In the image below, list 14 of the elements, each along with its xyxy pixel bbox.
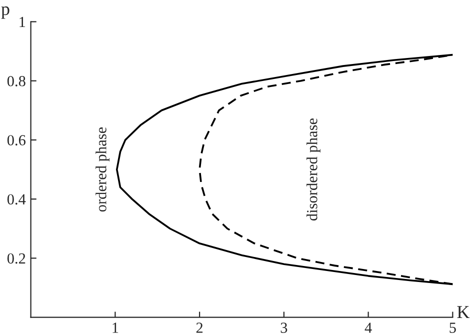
x-tick-label: 1 bbox=[112, 322, 118, 333]
y-tick-label: 0.6 bbox=[7, 135, 26, 146]
annotation: ordered phase bbox=[96, 127, 110, 212]
y-tick-label: 1 bbox=[20, 16, 26, 28]
x-tick-label: 2 bbox=[196, 322, 203, 333]
y-tick-label: 0.4 bbox=[7, 194, 26, 205]
y-axis-title: p bbox=[1, 6, 10, 19]
x-tick-label: 3 bbox=[280, 322, 288, 333]
y-tick-label: 0.2 bbox=[7, 253, 26, 264]
x-axis-title: K bbox=[457, 306, 470, 318]
x-tick-label: 5 bbox=[450, 322, 456, 333]
y-tick-label: 0.8 bbox=[7, 76, 26, 86]
annotation: disordered phase bbox=[306, 118, 320, 220]
x-tick-label: 4 bbox=[364, 322, 372, 333]
